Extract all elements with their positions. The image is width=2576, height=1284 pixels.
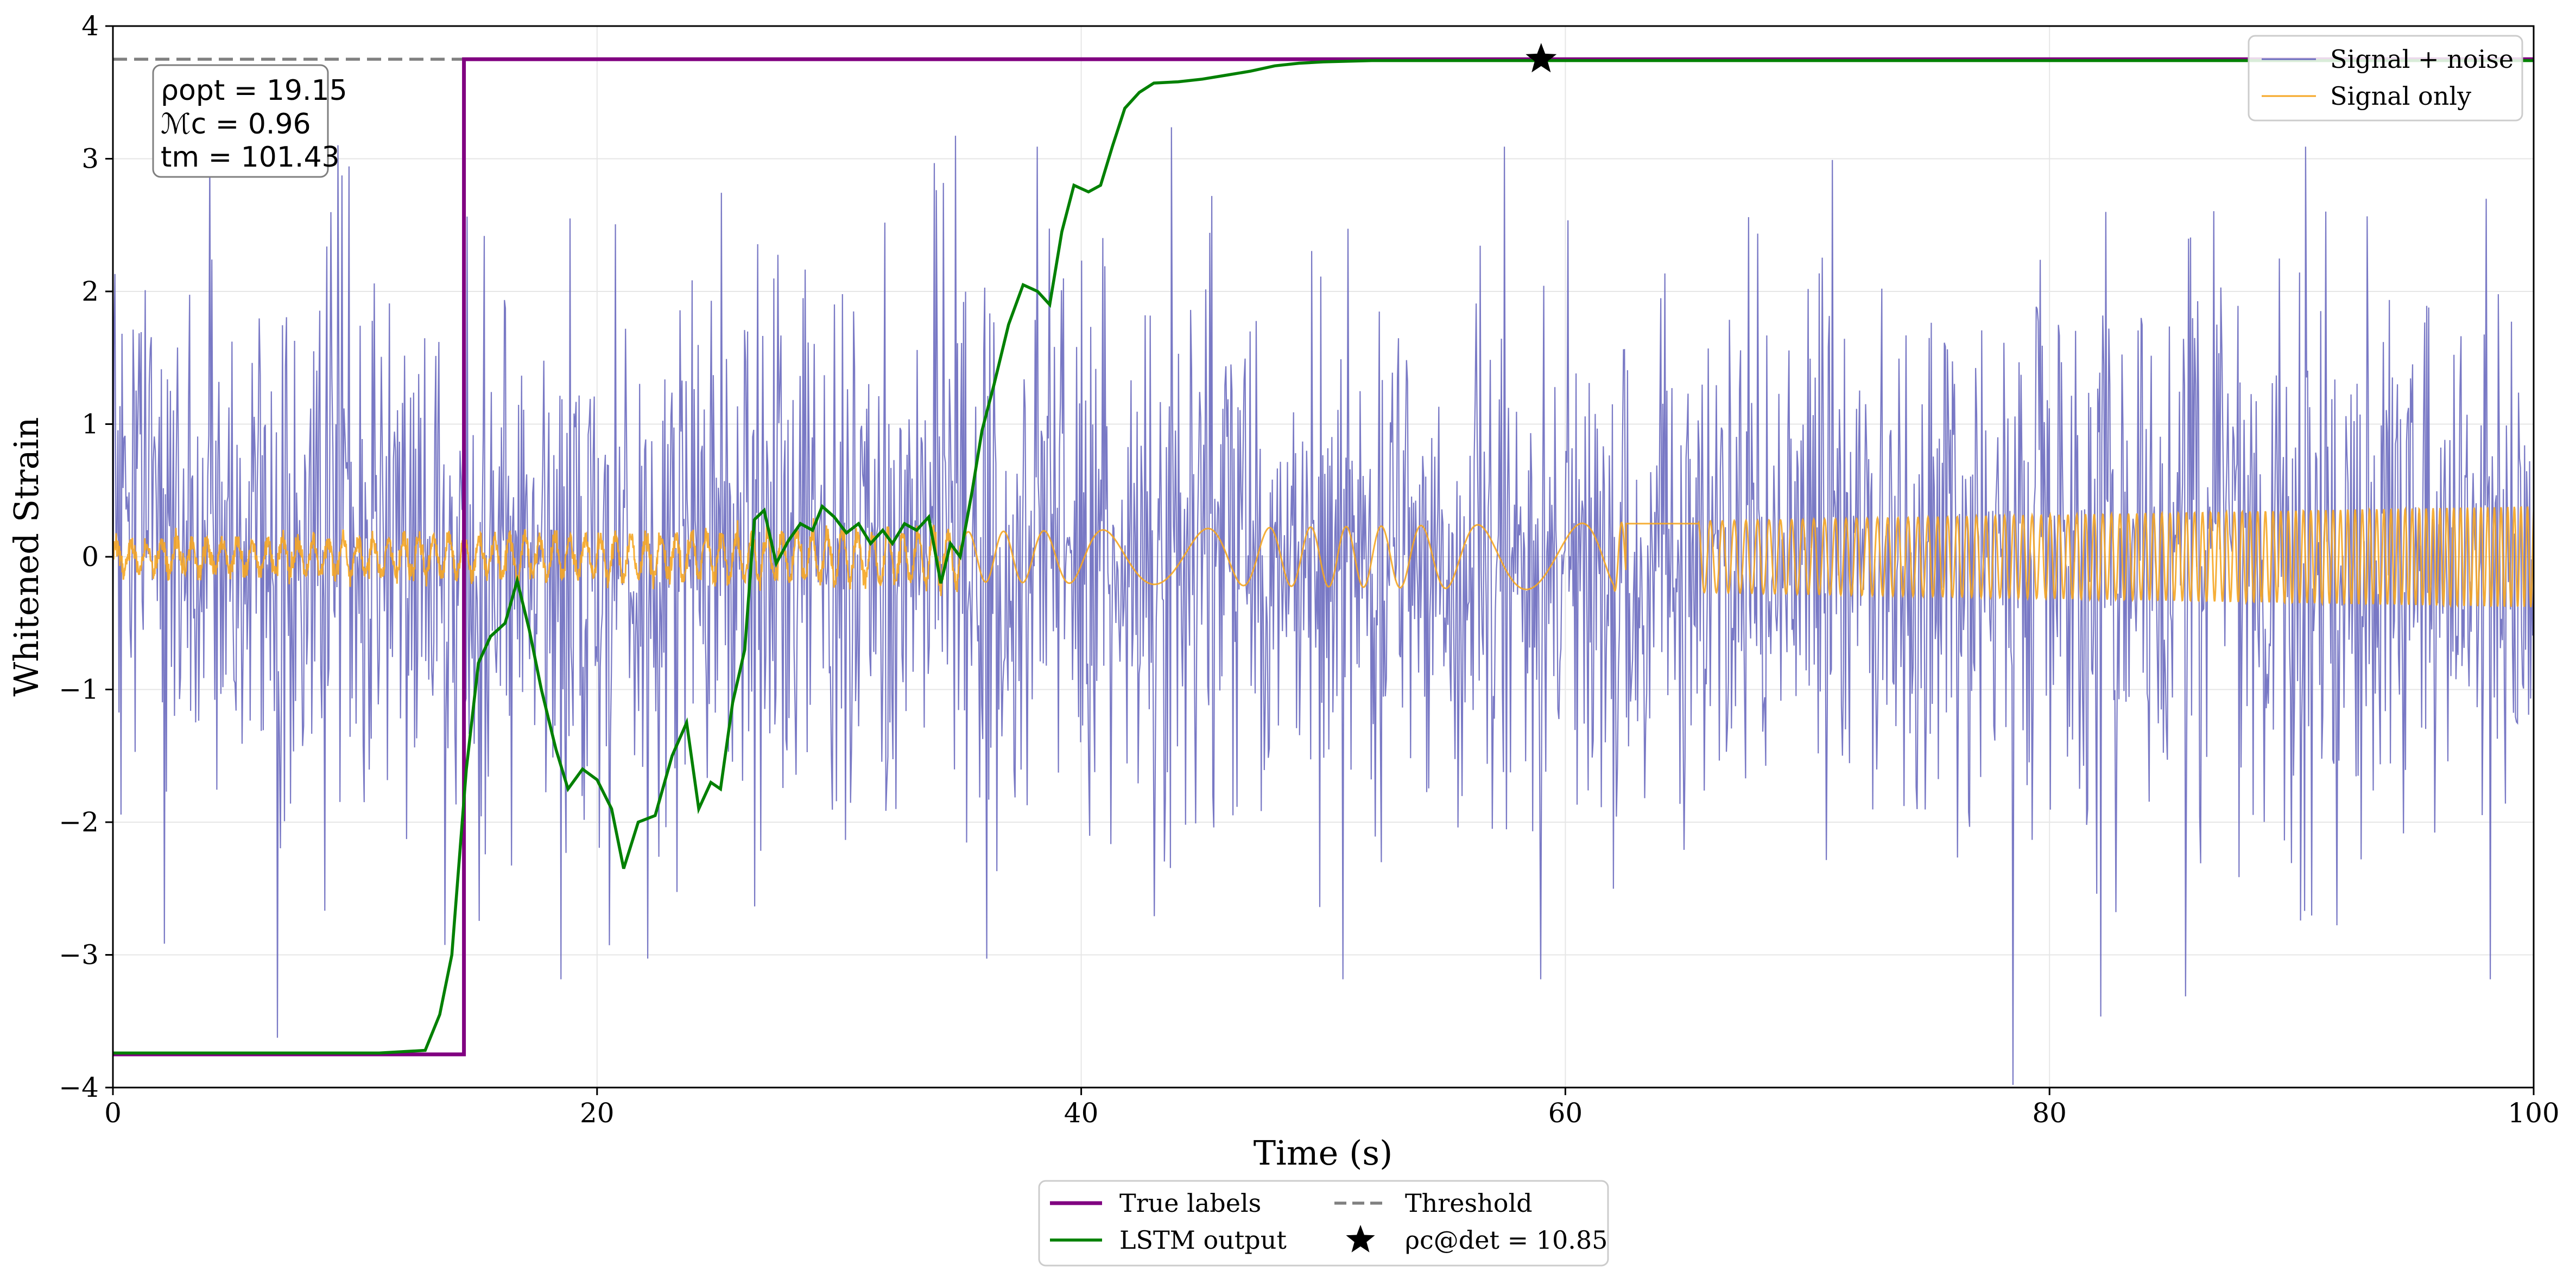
- detection-star-marker: [1526, 43, 1557, 73]
- parameter-annotation-box: ρopt = 19.15 ℳc = 0.96 tm = 101.43: [152, 64, 347, 178]
- y-tick-label: −4: [59, 1072, 99, 1103]
- y-tick-label: 1: [81, 409, 99, 440]
- legend-upper: Signal + noise Signal only: [2248, 35, 2523, 122]
- legend-lower-frame: [1038, 1180, 1609, 1267]
- y-tick-label: 3: [81, 143, 99, 175]
- annotation-chirp-mass: ℳc = 0.96: [161, 108, 311, 141]
- legend-label-detection: ρc@det = 10.85: [1405, 1225, 1607, 1255]
- y-tick-label: −3: [59, 939, 99, 971]
- series-line-lstm-output: [113, 59, 2534, 1055]
- x-tick-label: 40: [1064, 1097, 1099, 1129]
- x-tick-label: 0: [104, 1097, 122, 1129]
- x-tick-label: 80: [2032, 1097, 2067, 1129]
- legend-swatch-detection-star: [1346, 1225, 1375, 1253]
- legend-label-signal-only: Signal only: [2330, 81, 2471, 111]
- x-tick-label: 20: [580, 1097, 615, 1129]
- legend-label-threshold: Threshold: [1405, 1188, 1533, 1218]
- x-tick-label: 60: [1548, 1097, 1583, 1129]
- x-tick-label: 100: [2508, 1097, 2559, 1129]
- y-tick-label: 4: [81, 10, 99, 42]
- y-tick-label: −1: [59, 674, 99, 705]
- series-layer: [113, 43, 2534, 1085]
- legend-lower: True labels Threshold LSTM output ρc@det…: [1038, 1180, 1609, 1267]
- legend-label-signal-noise: Signal + noise: [2330, 45, 2514, 74]
- x-axis-ticks: 0 20 40 60 80 100: [104, 1088, 2560, 1129]
- annotation-rho-opt: ρopt = 19.15: [161, 74, 347, 107]
- y-axis-ticks: −4 −3 −2 −1 0 1 2 3 4: [59, 10, 113, 1103]
- annotation-merger-time: tm = 101.43: [161, 141, 340, 174]
- y-tick-label: 0: [81, 541, 99, 573]
- legend-label-lstm-output: LSTM output: [1119, 1225, 1287, 1255]
- x-axis-label: Time (s): [1254, 1133, 1393, 1173]
- legend-upper-frame: [2248, 35, 2523, 122]
- y-tick-label: 2: [81, 276, 99, 307]
- y-tick-label: −2: [59, 806, 99, 838]
- y-axis-label: Whitened Strain: [7, 417, 46, 697]
- annotation-frame: [152, 64, 329, 178]
- legend-label-true-labels: True labels: [1119, 1188, 1261, 1218]
